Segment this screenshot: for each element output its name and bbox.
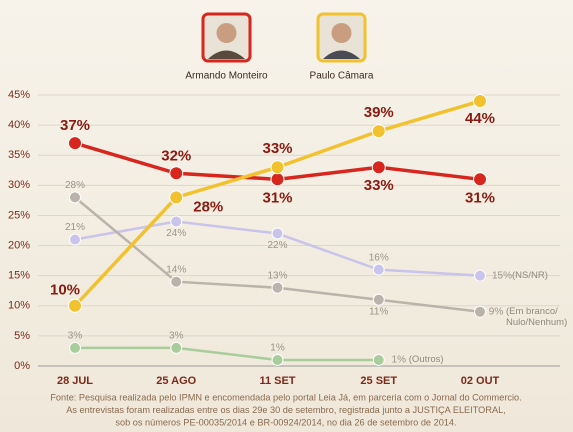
y-tick-label: 45% <box>8 89 30 101</box>
value-label: 9% <box>489 306 504 317</box>
data-point <box>371 124 386 139</box>
source-note: Fonte: Pesquisa realizada pelo IPMN e en… <box>50 392 521 402</box>
y-tick-label: 5% <box>14 330 30 342</box>
data-point <box>170 215 183 228</box>
x-tick-label: 02 OUT <box>461 375 500 387</box>
value-label: 33% <box>262 140 292 157</box>
data-point <box>170 341 183 354</box>
legend-label: Armando Monteiro <box>185 71 268 82</box>
value-label: 16% <box>369 252 389 263</box>
legend-label: Paulo Câmara <box>310 71 374 82</box>
data-point <box>372 353 385 366</box>
series-line <box>74 196 481 314</box>
y-tick-label: 25% <box>8 209 30 221</box>
value-label: 33% <box>364 177 394 194</box>
data-point <box>69 191 81 204</box>
data-point <box>169 166 184 181</box>
data-point <box>68 298 82 313</box>
y-tick-label: 20% <box>8 239 30 251</box>
value-label: 32% <box>161 147 191 164</box>
value-label: 10% <box>50 282 80 299</box>
photo-yellow <box>316 12 367 63</box>
value-label: 14% <box>166 264 186 275</box>
value-label: 1% <box>270 343 285 354</box>
value-label: 13% <box>267 270 287 281</box>
x-tick-label: 11 SET <box>259 375 295 387</box>
y-tick-label: 15% <box>8 270 30 282</box>
value-label: 3% <box>169 331 184 342</box>
data-point <box>170 275 183 288</box>
y-tick-label: 10% <box>8 300 30 312</box>
value-label: 11% <box>369 306 388 317</box>
value-label: 3% <box>68 331 83 342</box>
data-point <box>372 293 385 306</box>
value-label: 28% <box>65 180 85 191</box>
value-label: 1% <box>392 355 407 366</box>
x-tick-label: 25 SET <box>360 375 397 387</box>
photo-red <box>201 12 252 63</box>
y-tick-label: 30% <box>8 179 30 191</box>
series-line <box>75 346 379 362</box>
series-name: (Outros) <box>408 353 444 365</box>
data-point <box>270 160 285 175</box>
data-point <box>473 172 487 187</box>
value-label: 39% <box>364 104 394 121</box>
data-point <box>270 172 285 187</box>
data-point <box>474 269 486 282</box>
value-label: 31% <box>465 189 495 206</box>
value-label: 37% <box>60 117 90 134</box>
y-tick-label: 40% <box>8 119 30 131</box>
data-point <box>69 233 81 246</box>
value-label: 21% <box>65 222 85 233</box>
data-point <box>69 341 81 354</box>
value-label: 22% <box>267 240 287 251</box>
series-name: (Em branco/ Nulo/Nenhum) <box>506 305 568 328</box>
data-point <box>474 305 486 318</box>
data-point <box>371 160 386 175</box>
value-label: 24% <box>166 228 186 239</box>
y-tick-label: 35% <box>8 149 30 161</box>
value-label: 44% <box>465 110 495 127</box>
x-tick-label: 25 AGO <box>156 375 196 387</box>
y-tick-label: 0% <box>14 360 30 372</box>
data-point <box>68 136 82 151</box>
data-point <box>372 263 385 276</box>
data-point <box>169 190 184 205</box>
value-label: 31% <box>262 189 292 206</box>
data-point <box>271 227 284 240</box>
series-name: (NS/NR) <box>512 269 548 281</box>
x-tick-label: 28 JUL <box>57 375 93 387</box>
value-label: 15% <box>492 270 512 281</box>
data-point <box>473 94 487 109</box>
value-label: 28% <box>193 198 223 215</box>
data-point <box>271 353 284 366</box>
data-point <box>271 281 284 294</box>
source-note: sob os números PE-00035/2014 e BR-00924/… <box>115 417 456 427</box>
source-note: As entrevistas foram realizadas entre os… <box>66 405 506 415</box>
